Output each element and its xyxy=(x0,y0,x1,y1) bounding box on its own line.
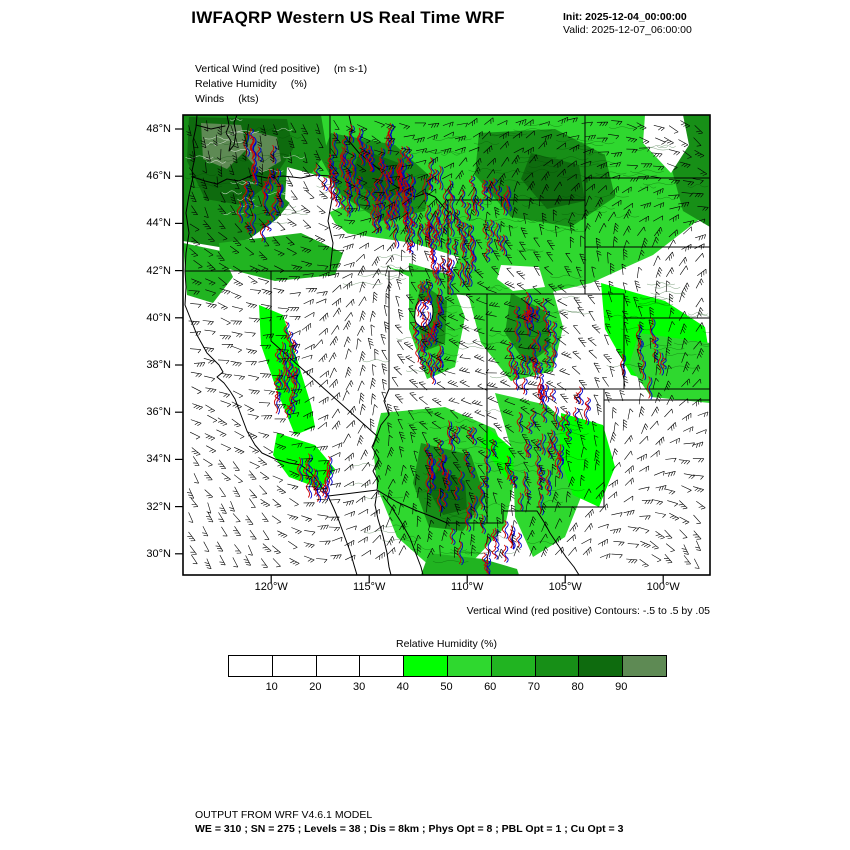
lat-tick-label: 34°N xyxy=(146,453,171,466)
legend-item: Relative Humidity (%) xyxy=(195,77,367,92)
pacific-coastline xyxy=(184,115,329,497)
colorbar-tick-label: 30 xyxy=(352,681,366,693)
colorbar-tick-label: 50 xyxy=(440,681,453,693)
colorbar-cell xyxy=(579,656,624,676)
lat-tick-label: 48°N xyxy=(146,123,171,135)
legend-field-name: Vertical Wind (red positive) xyxy=(195,63,320,75)
field-legend: Vertical Wind (red positive) (m s-1) Relat… xyxy=(195,62,367,107)
lat-tick-label: 44°N xyxy=(146,217,171,230)
contour-caption: Vertical Wind (red positive) Contours: -… xyxy=(466,605,710,617)
lon-tick-label: 120°W xyxy=(254,581,288,593)
map-frame xyxy=(182,114,711,576)
colorbar-title: Relative Humidity (%) xyxy=(396,638,497,650)
lat-tick-label: 40°N xyxy=(146,311,171,324)
state-border-45n-mt xyxy=(447,199,586,213)
colorbar-tick-label: 10 xyxy=(265,681,278,693)
valid-time: Valid: 2025-12-07_06:00:00 xyxy=(563,24,692,36)
map-area: 48°N 46°N 44°N 42°N 40°N 38°N 36°N 34°N 32°N 30°N… xyxy=(146,114,711,593)
lat-tick-label: 38°N xyxy=(146,359,171,371)
colorbar-tick-label: 90 xyxy=(615,681,628,693)
vertical-wind-positive-contours xyxy=(236,122,665,575)
wind-barbs xyxy=(186,117,709,569)
colorbar-tick-label: 80 xyxy=(571,681,584,693)
lat-tick-label: 42°N xyxy=(146,264,171,277)
colorbar-tick-label: 60 xyxy=(484,681,497,693)
colorbar-labels: 10 20 30 40 50 60 70 80 90 xyxy=(228,681,665,695)
plot-title: IWFAQRP Western US Real Time WRF xyxy=(191,8,505,27)
lon-tick-label: 115°W xyxy=(353,581,386,593)
footer-config-line: WE = 310 ; SN = 275 ; Levels = 38 ; Dis … xyxy=(195,823,624,835)
footer: OUTPUT FROM WRF V4.6.1 MODEL WE = 310 ; … xyxy=(195,808,623,836)
puget-sound xyxy=(195,115,238,152)
lat-tick-label: 36°N xyxy=(146,406,171,419)
lon-tick-label: 110°W xyxy=(451,581,484,593)
axis-ticks xyxy=(175,128,664,583)
state-border-ca-az-river xyxy=(371,435,380,491)
legend-item: Winds (kts) xyxy=(195,92,367,107)
colorbar-tick-label: 20 xyxy=(309,681,322,693)
lon-tick-label: 105°W xyxy=(548,581,582,593)
colorbar-cell xyxy=(404,656,448,676)
legend-field-unit: (kts) xyxy=(238,93,259,105)
init-time: Init: 2025-12-04_00:00:00 xyxy=(563,11,687,23)
colorbar-tick-label: 40 xyxy=(396,681,409,693)
legend-field-name: Winds xyxy=(195,93,225,105)
lat-tick-label: 46°N xyxy=(146,170,171,183)
colorbar-cell xyxy=(535,656,580,676)
legend-item: Vertical Wind (red positive) (m s-1) xyxy=(195,62,367,77)
state-border-ca-nv xyxy=(270,270,378,437)
lon-tick-label: 100°W xyxy=(646,581,680,593)
legend-field-unit: (m s-1) xyxy=(333,63,368,75)
lat-tick-label: 30°N xyxy=(146,547,171,560)
legend-field-name: Relative Humidity xyxy=(195,78,277,90)
colorbar-cell xyxy=(360,656,405,676)
state-border-nv-az-river xyxy=(376,388,390,437)
colorbar-cell xyxy=(623,656,666,676)
colorbar-tick-label: 70 xyxy=(527,681,541,693)
lat-tick-label: 32°N xyxy=(146,500,171,513)
legend-field-unit: (%) xyxy=(290,78,308,90)
wrf-map xyxy=(175,114,711,583)
colorbar xyxy=(228,655,667,677)
footer-model-line: OUTPUT FROM WRF V4.6.1 MODEL xyxy=(195,809,373,821)
colorbar-cell xyxy=(229,656,273,676)
colorbar-cell xyxy=(447,656,492,676)
colorbar-cell xyxy=(491,656,536,676)
colorbar-cell xyxy=(316,656,361,676)
init-time-block: Init: 2025-12-04_00:00:00 Valid: 2025-12… xyxy=(563,11,692,37)
colorbar-cell xyxy=(272,656,317,676)
